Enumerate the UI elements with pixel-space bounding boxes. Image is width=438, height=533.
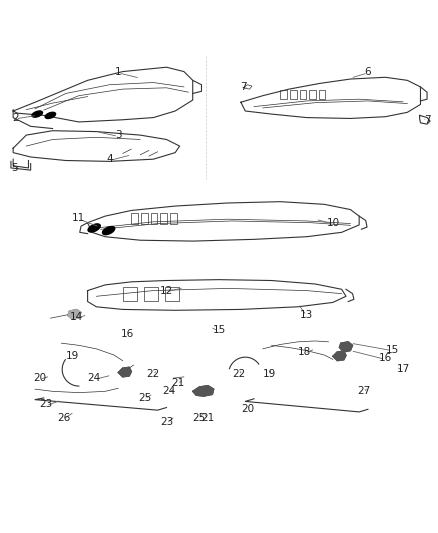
Text: 16: 16: [379, 353, 392, 364]
Text: 16: 16: [120, 329, 134, 340]
Text: 24: 24: [88, 373, 101, 383]
Ellipse shape: [102, 227, 115, 235]
Text: 20: 20: [33, 373, 46, 383]
Text: 18: 18: [298, 347, 311, 357]
Text: 19: 19: [263, 369, 276, 379]
Text: 23: 23: [160, 417, 173, 427]
Text: 17: 17: [396, 365, 410, 374]
Polygon shape: [193, 386, 214, 396]
Text: 26: 26: [57, 413, 70, 423]
Text: 15: 15: [212, 325, 226, 335]
Text: 10: 10: [326, 217, 339, 228]
Text: 20: 20: [241, 404, 254, 414]
Text: 7: 7: [424, 115, 431, 125]
Text: 2: 2: [12, 112, 19, 123]
Text: 1: 1: [115, 67, 122, 77]
Text: 25: 25: [138, 393, 151, 403]
Ellipse shape: [88, 224, 100, 232]
Text: 21: 21: [171, 377, 184, 387]
Text: 24: 24: [162, 386, 175, 397]
Text: 25: 25: [193, 413, 206, 423]
Text: 14: 14: [70, 312, 83, 322]
Text: 6: 6: [364, 67, 371, 77]
Polygon shape: [339, 342, 353, 352]
Ellipse shape: [32, 111, 42, 117]
Text: 15: 15: [385, 345, 399, 355]
Text: 4: 4: [106, 154, 113, 164]
Ellipse shape: [45, 112, 56, 118]
Text: 5: 5: [11, 163, 18, 173]
Polygon shape: [333, 351, 346, 361]
Text: 7: 7: [240, 82, 247, 92]
Text: 13: 13: [300, 310, 313, 320]
Text: 21: 21: [201, 413, 215, 423]
Polygon shape: [68, 310, 81, 319]
Text: 23: 23: [39, 399, 53, 409]
Text: 11: 11: [72, 213, 85, 223]
Text: 22: 22: [147, 369, 160, 379]
Text: 22: 22: [232, 369, 245, 379]
Text: 19: 19: [66, 351, 79, 361]
Polygon shape: [118, 367, 131, 377]
Text: 3: 3: [115, 130, 122, 140]
Text: 12: 12: [160, 286, 173, 296]
Text: 27: 27: [357, 386, 370, 397]
